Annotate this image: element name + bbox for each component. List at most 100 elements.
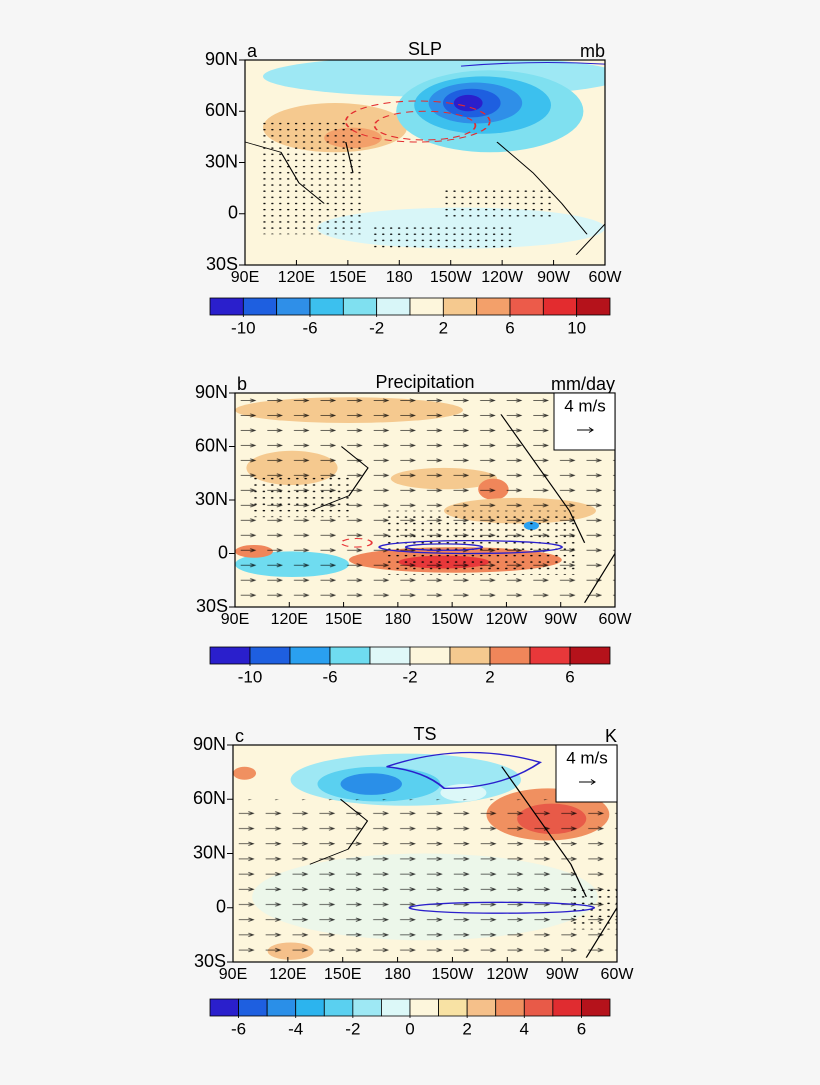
x-tick-label: 120E [269,966,306,983]
x-tick-label: 150E [329,269,366,286]
x-tick-label: 90W [546,966,580,983]
x-tick-label: 180 [385,611,412,628]
y-tick-label: 60N [195,435,228,455]
colorbar-box [409,646,451,665]
colorbar-box [266,998,297,1017]
map-field [245,60,605,265]
x-tick-label: 120W [486,611,529,628]
reference-vector-arrow [579,779,596,785]
panel-units: mm/day [551,374,615,394]
colorbar-tick-label: 6 [505,318,514,337]
colorbar-tick-label: 6 [565,667,574,686]
x-tick-label: 120E [278,269,315,286]
colorbar-tick-label: -6 [322,667,337,686]
reference-vector-arrow [577,427,594,433]
colorbar-box [552,998,582,1017]
x-tick-label: 150E [325,611,362,628]
reference-vector-box [553,392,616,451]
colorbar-tick-label: -2 [369,318,384,337]
colorbar-box [466,998,497,1017]
colorbar-box [209,998,239,1017]
y-tick-label: 90N [193,734,226,754]
colorbar-box [309,297,344,316]
colorbar-box [529,646,571,665]
reference-vector-label: 4 m/s [566,748,608,767]
colorbar-box [381,998,411,1017]
y-tick-label: 30N [193,842,226,862]
colorbar-box [489,646,531,665]
x-tick-label: 120W [486,966,529,983]
x-tick-label: 60W [599,611,633,628]
colorbar-box [209,297,244,316]
y-tick-label: 30N [205,151,238,171]
colorbar-tick-label: 4 [520,1019,529,1038]
panel-units: mb [580,41,605,61]
colorbar-box [249,646,291,665]
map-field [235,393,615,607]
colorbar-box [276,297,311,316]
colorbar-box [323,998,354,1017]
colorbar-box [289,646,331,665]
y-tick-label: 90N [205,49,238,69]
reference-vector-label: 4 m/s [564,396,606,415]
colorbar-box [369,646,411,665]
colorbar-tick-label: 2 [439,318,448,337]
y-tick-label: 30S [196,596,228,616]
colorbar-tick-label: -6 [302,318,317,337]
y-tick-label: 0 [218,542,228,562]
colorbar-box [523,998,554,1017]
x-tick-label: 150E [324,966,361,983]
y-tick-label: 0 [216,897,226,917]
x-tick-label: 150W [430,269,473,286]
x-tick-label: 120W [481,269,524,286]
colorbar-tick-label: -4 [288,1019,303,1038]
panel-label: c [235,726,244,746]
colorbar-tick-label: 6 [577,1019,586,1038]
colorbar-box [438,998,468,1017]
y-tick-label: 60N [193,788,226,808]
y-tick-label: 90N [195,382,228,402]
panel-title: TS [413,724,436,744]
y-tick-label: 30S [194,951,226,971]
x-tick-label: 60W [589,269,623,286]
colorbar-box [576,297,611,316]
reference-vector-box [555,744,618,803]
y-tick-label: 30N [195,489,228,509]
colorbar-box [242,297,278,316]
colorbar-tick-label: 0 [405,1019,414,1038]
x-tick-label: 90E [221,611,249,628]
y-tick-label: 30S [206,254,238,274]
colorbar-tick-label: -2 [402,667,417,686]
x-tick-label: 180 [386,269,413,286]
colorbar-tick-label: -10 [231,318,256,337]
map-field [233,745,617,962]
colorbar-tick-label: 2 [462,1019,471,1038]
panel-title: Precipitation [375,372,474,392]
x-tick-label: 150W [432,966,475,983]
x-tick-label: 150W [431,611,474,628]
colorbar-box [542,297,578,316]
x-tick-label: 90W [537,269,571,286]
x-tick-label: 90W [544,611,578,628]
colorbar-box [295,998,325,1017]
colorbar-tick-label: 2 [485,667,494,686]
colorbar-tick-label: -6 [231,1019,246,1038]
x-tick-label: 120E [271,611,308,628]
colorbar-box [495,998,525,1017]
y-tick-label: 0 [228,203,238,223]
y-tick-label: 60N [205,100,238,120]
x-tick-label: 60W [601,966,635,983]
colorbar-tick-label: 10 [567,318,586,337]
panel-units: K [605,726,617,746]
colorbar-box [449,646,491,665]
panel-label: a [247,41,258,61]
colorbar-box [581,998,611,1017]
colorbar-box [376,297,411,316]
colorbar-box [442,297,478,316]
panel-title: SLP [408,39,442,59]
x-tick-label: 180 [384,966,411,983]
colorbar-box [476,297,511,316]
colorbar-box [409,297,444,316]
panel-label: b [237,374,247,394]
colorbar-tick-label: -2 [345,1019,360,1038]
